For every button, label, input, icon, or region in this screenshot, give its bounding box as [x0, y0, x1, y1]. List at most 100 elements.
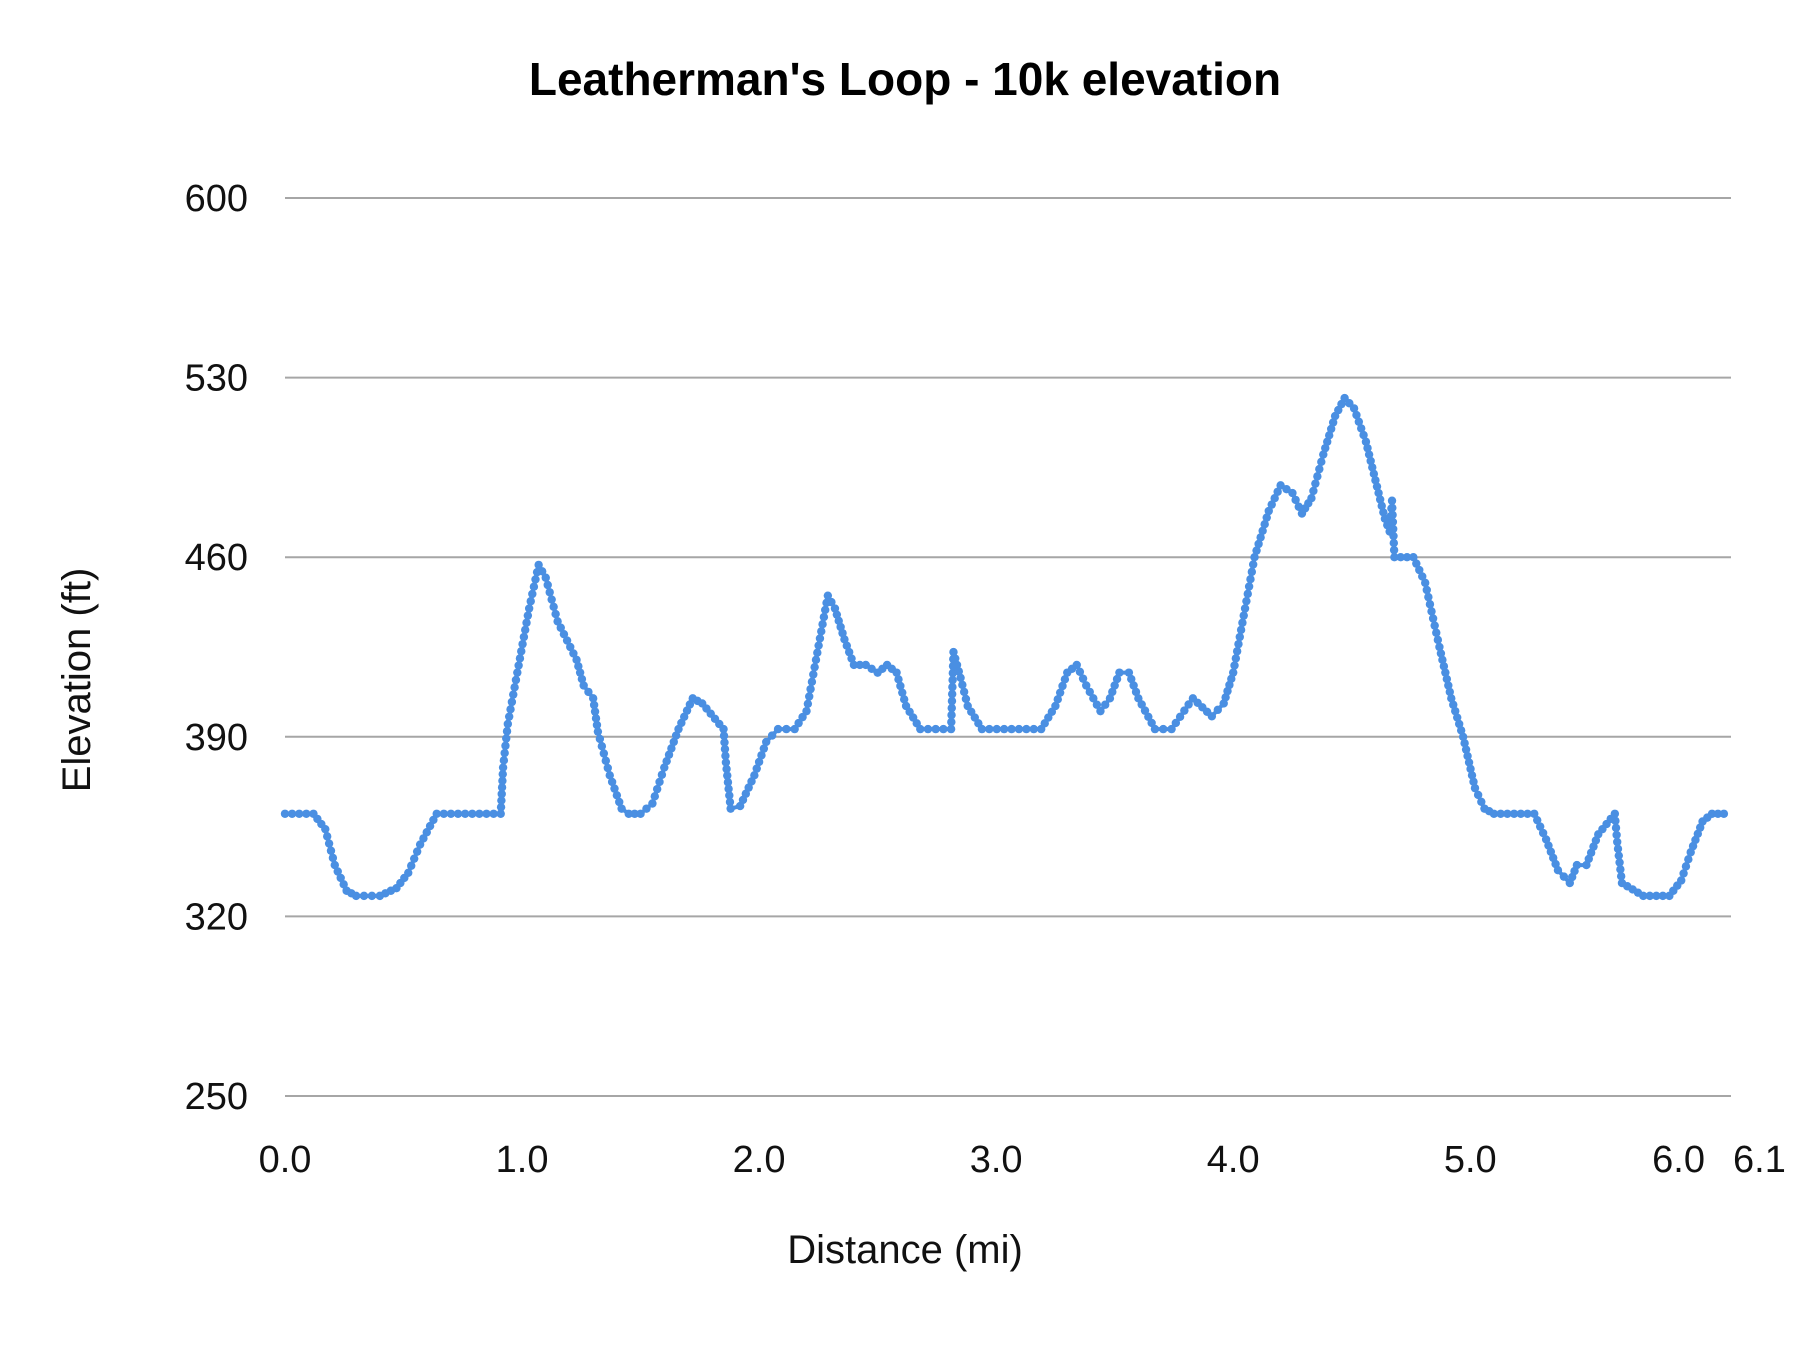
data-point [1100, 700, 1110, 709]
data-point [1242, 596, 1251, 606]
data-point [805, 692, 814, 701]
data-point [1438, 655, 1447, 665]
x-tick-label: 1.0 [496, 1139, 549, 1181]
data-point [1112, 674, 1122, 684]
data-point [1184, 700, 1193, 709]
data-point [595, 734, 605, 744]
data-point [498, 769, 507, 779]
data-point [468, 809, 477, 818]
data-point [1234, 639, 1243, 649]
data-point [667, 744, 676, 753]
data-point [1553, 866, 1563, 875]
data-point [1418, 572, 1427, 581]
data-point [725, 791, 734, 800]
data-point [1533, 815, 1542, 825]
data-point [660, 763, 669, 772]
data-point [798, 712, 807, 722]
data-point [326, 846, 336, 855]
data-point [1467, 771, 1477, 780]
data-point [1171, 718, 1181, 728]
data-point [333, 867, 342, 876]
data-point [1228, 668, 1238, 677]
data-point [367, 891, 377, 901]
data-point [562, 636, 572, 645]
data-point [1389, 545, 1399, 555]
data-point [1323, 437, 1332, 446]
data-point [592, 720, 602, 730]
data-point [615, 797, 624, 807]
data-point [1368, 463, 1377, 472]
data-point [1085, 687, 1094, 697]
data-point [1264, 506, 1273, 516]
data-point [810, 662, 819, 672]
data-point [425, 821, 435, 831]
data-point [948, 675, 957, 685]
data-point [823, 591, 833, 600]
data-point [754, 757, 764, 767]
data-point [726, 804, 735, 813]
data-point [409, 854, 419, 863]
data-point [1707, 809, 1717, 818]
data-point [482, 809, 491, 818]
data-point [1415, 565, 1424, 575]
data-point [514, 661, 523, 670]
data-point [1159, 724, 1168, 734]
data-point [507, 697, 517, 707]
data-point [496, 809, 505, 818]
data-point [1449, 700, 1458, 709]
data-point [1613, 837, 1622, 847]
data-point [1369, 469, 1379, 479]
data-point [894, 675, 903, 684]
data-point [526, 597, 535, 606]
data-point [1236, 625, 1246, 635]
data-point [569, 649, 578, 658]
data-point [1239, 611, 1248, 620]
data-point [767, 731, 777, 740]
data-point [1610, 809, 1620, 818]
data-point [807, 677, 817, 687]
data-point [721, 758, 731, 767]
data-point [1096, 706, 1105, 716]
data-point [1313, 472, 1322, 481]
data-point [1240, 604, 1250, 613]
data-point [302, 809, 311, 818]
data-point [1137, 700, 1146, 709]
data-point [1430, 621, 1439, 630]
data-point [1129, 681, 1138, 690]
data-point [1092, 700, 1102, 709]
data-point [803, 699, 813, 709]
data-point [723, 778, 733, 787]
data-point [422, 828, 431, 837]
data-point [531, 575, 540, 584]
data-point [1352, 410, 1361, 420]
data-point [1421, 578, 1430, 588]
data-point [954, 667, 964, 676]
data-point [500, 748, 509, 758]
data-point [790, 724, 799, 734]
data-point [607, 777, 617, 787]
data-point [1559, 872, 1569, 881]
x-tick-label: 6.1 [1733, 1139, 1786, 1181]
data-point [947, 710, 956, 720]
data-point [662, 756, 671, 766]
data-point [1053, 695, 1062, 704]
data-point [1267, 500, 1276, 509]
data-point [1051, 701, 1060, 711]
data-point [817, 627, 826, 636]
data-point [322, 832, 332, 841]
data-point [1207, 712, 1217, 721]
data-point [584, 687, 593, 697]
data-point [519, 632, 529, 642]
data-point [1022, 724, 1031, 734]
data-point [892, 668, 901, 677]
data-point [503, 719, 513, 729]
data-point [1645, 891, 1655, 901]
data-point [985, 724, 994, 734]
data-point [720, 744, 730, 754]
data-point [1402, 553, 1412, 562]
data-point [1258, 526, 1267, 536]
data-point [1326, 424, 1336, 434]
data-point [351, 891, 361, 901]
data-point [556, 623, 565, 632]
